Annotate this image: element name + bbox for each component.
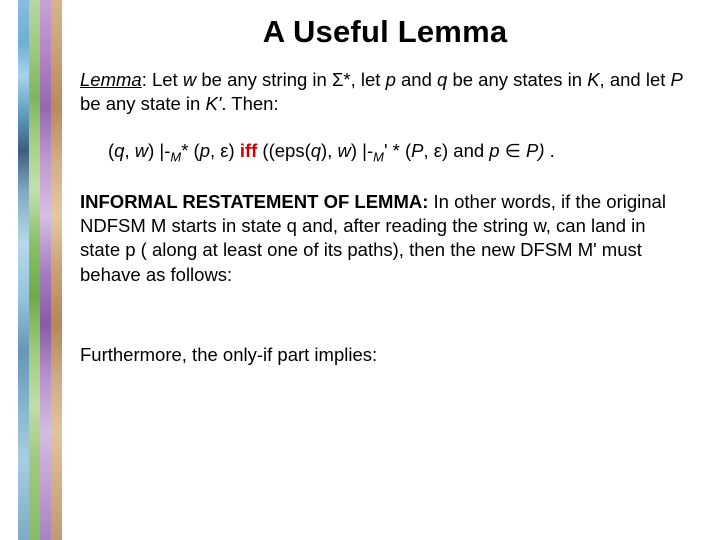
furthermore-text: Furthermore, the only-if part implies: [80,343,690,367]
text: * ( [181,140,200,161]
text: , [124,140,134,161]
sub-M: M [373,150,384,165]
text: ∈ [500,140,526,161]
slide: A Useful Lemma Lemma: Let w be any strin… [0,0,720,540]
var-P: P [671,69,683,90]
text: be any states in [447,69,587,90]
side-decoration [18,0,62,540]
sub-M: M [170,150,181,165]
text: be any state in [80,93,205,114]
var-w: w [183,69,196,90]
text: . Then: [221,93,278,114]
sigma: Σ [332,69,343,90]
lemma-statement: Lemma: Let w be any string in Σ*, let p … [80,68,690,117]
text: ), [321,140,337,161]
var-q: q [311,140,321,161]
var-p: p [489,140,499,161]
var-w: w [135,140,148,161]
text: , [210,140,220,161]
text: ) |- [148,140,170,161]
text: , [423,140,433,161]
epsilon: ε [220,140,228,161]
strip-green [29,0,40,540]
lemma-label: Lemma [80,69,142,90]
var-p: p [386,69,396,90]
strip-blue [18,0,29,540]
text: : Let [142,69,183,90]
var-Kprime: K' [205,93,221,114]
strip-tan [51,0,62,540]
text: be any string in [196,69,332,90]
var-K: K [587,69,599,90]
text: , and let [600,69,671,90]
text: ((eps( [257,140,310,161]
text: ) and [442,140,489,161]
strip-purple [40,0,51,540]
var-P: P [411,140,423,161]
epsilon: ε [434,140,442,161]
text: ' [384,140,393,161]
text: . [545,140,555,161]
text: ) [229,140,240,161]
var-w: w [338,140,351,161]
slide-title: A Useful Lemma [80,14,690,50]
var-P: P) [526,140,545,161]
var-p: p [200,140,210,161]
var-q: q [437,69,447,90]
lemma-formula: (q, w) |-M* (p, ε) iff ((eps(q), w) |-M'… [80,139,690,166]
informal-label: INFORMAL RESTATEMENT OF LEMMA: [80,191,428,212]
text: ) |- [351,140,373,161]
text: *, let [343,69,385,90]
iff-keyword: iff [240,140,257,161]
text: and [396,69,437,90]
informal-restatement: INFORMAL RESTATEMENT OF LEMMA: In other … [80,190,690,288]
text: * ( [393,140,412,161]
content-area: A Useful Lemma Lemma: Let w be any strin… [80,14,690,368]
slide-body: Lemma: Let w be any string in Σ*, let p … [80,68,690,368]
var-q: q [114,140,124,161]
